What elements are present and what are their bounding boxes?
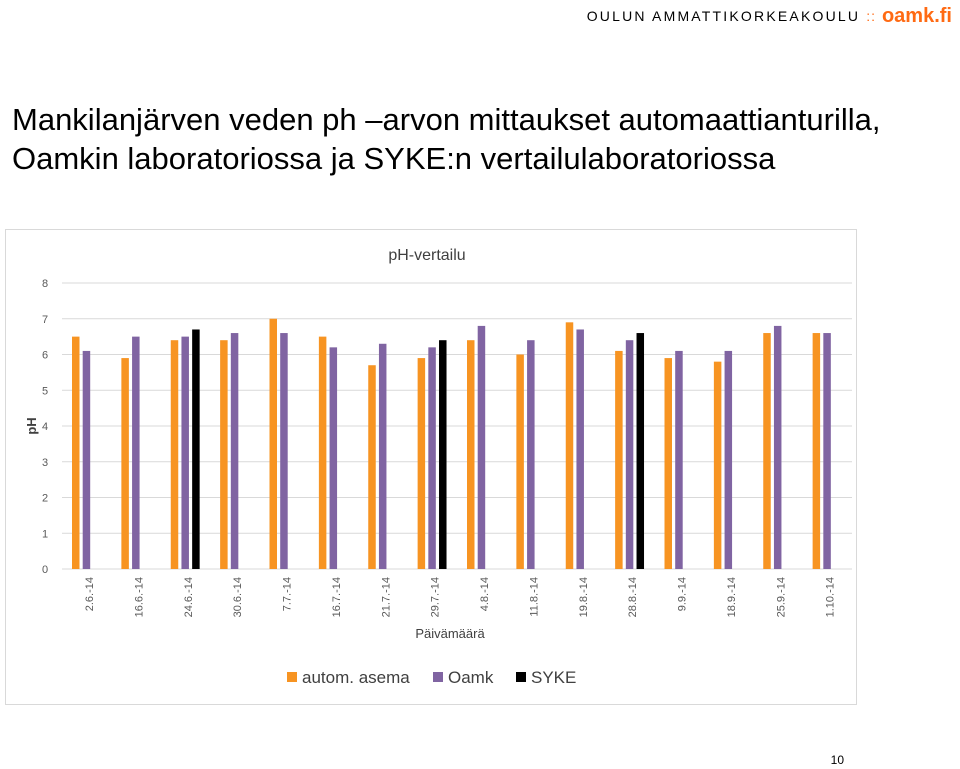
y-tick-label: 1 xyxy=(42,528,48,540)
bar-autom-asema xyxy=(615,350,623,569)
school-name: OULUN AMMATTIKORKEAKOULU xyxy=(586,8,861,24)
y-tick-label: 4 xyxy=(42,421,48,433)
legend-label: Oamk xyxy=(448,668,494,687)
bar-oamk xyxy=(773,325,782,569)
bar-autom-asema xyxy=(72,336,80,569)
x-tick-label: 2.6.-14 xyxy=(84,577,96,611)
bar-oamk xyxy=(329,347,338,569)
x-tick-label: 11.8.-14 xyxy=(528,577,540,617)
bar-autom-asema xyxy=(170,340,179,569)
bar-autom-asema xyxy=(269,318,277,569)
slide-title: Mankilanjärven veden ph –arvon mittaukse… xyxy=(12,100,932,178)
bar-autom-asema xyxy=(368,365,376,569)
x-axis-ticks: 2.6.-14 16.6.-14 24.6.-14 30.6.-14 7.7.-14 16… xyxy=(84,577,837,617)
slide-title-line-2: Oamkin laboratoriossa ja SYKE:n vertailu… xyxy=(12,141,776,176)
bar-oamk xyxy=(280,333,288,569)
bar-oamk xyxy=(428,347,436,569)
legend-label: SYKE xyxy=(531,668,576,687)
bar-autom-asema xyxy=(664,358,672,569)
y-tick-label: 8 xyxy=(42,278,48,290)
bar-autom-asema xyxy=(318,336,327,569)
bars xyxy=(72,318,831,569)
chart-frame: pH-vertailu pH Päivämäärä 0 1 2 3 4 5 6 7 8 2.6.… xyxy=(5,229,857,705)
x-tick-label: 16.6.-14 xyxy=(133,577,145,617)
bar-oamk xyxy=(181,336,189,569)
y-tick-label: 6 xyxy=(42,350,48,362)
legend-swatch xyxy=(287,672,297,682)
x-tick-label: 9.9.-14 xyxy=(677,577,689,611)
x-tick-label: 7.7.-14 xyxy=(282,577,294,611)
bar-oamk xyxy=(82,350,91,569)
ph-comparison-chart: pH-vertailu pH Päivämäärä 0 1 2 3 4 5 6 7 8 2.6.… xyxy=(24,247,852,687)
bar-oamk xyxy=(477,325,486,569)
x-tick-label: 29.7.-14 xyxy=(430,577,442,617)
y-tick-label: 7 xyxy=(42,314,48,326)
bar-autom-asema xyxy=(713,361,722,569)
gridlines xyxy=(62,282,852,570)
x-tick-label: 19.8.-14 xyxy=(578,577,590,617)
chart-title: pH-vertailu xyxy=(388,247,465,264)
bar-syke xyxy=(636,333,645,569)
bar-oamk xyxy=(576,329,584,569)
bar-oamk xyxy=(823,333,831,569)
bar-oamk xyxy=(378,343,387,569)
header-brand: OULUN AMMATTIKORKEAKOULU :: oamk.fi xyxy=(587,4,952,28)
y-tick-label: 3 xyxy=(42,457,48,469)
bar-syke xyxy=(192,329,200,569)
slide-title-line-1: Mankilanjärven veden ph –arvon mittaukse… xyxy=(12,102,881,137)
x-tick-label: 4.8.-14 xyxy=(479,577,491,611)
x-axis-title: Päivämäärä xyxy=(415,626,485,641)
bar-autom-asema xyxy=(220,340,228,569)
bar-autom-asema xyxy=(763,333,771,569)
x-tick-label: 25.9.-14 xyxy=(775,577,787,617)
bar-oamk xyxy=(675,350,683,569)
oamk-logo: oamk.fi xyxy=(881,4,952,27)
x-tick-label: 24.6.-14 xyxy=(183,577,195,617)
bar-oamk xyxy=(724,350,733,569)
x-tick-label: 18.9.-14 xyxy=(726,577,738,617)
y-tick-label: 0 xyxy=(42,564,48,576)
bar-autom-asema xyxy=(516,354,524,569)
bar-autom-asema xyxy=(565,322,574,569)
x-tick-label: 30.6.-14 xyxy=(232,577,244,617)
x-tick-label: 1.10.-14 xyxy=(825,577,837,617)
bar-syke xyxy=(439,340,447,569)
bar-oamk xyxy=(527,340,535,569)
legend-label: autom. asema xyxy=(302,668,410,687)
x-tick-label: 28.8.-14 xyxy=(627,577,639,617)
y-tick-label: 5 xyxy=(42,385,48,397)
y-axis-title: pH xyxy=(24,417,39,434)
x-tick-label: 16.7.-14 xyxy=(331,577,343,617)
bar-autom-asema xyxy=(467,340,475,569)
page-number: 10 xyxy=(830,753,844,767)
bar-oamk xyxy=(230,333,239,569)
x-tick-label: 21.7.-14 xyxy=(380,577,392,617)
legend-swatch xyxy=(433,672,443,682)
y-tick-label: 2 xyxy=(42,493,48,505)
legend-swatch xyxy=(516,672,526,682)
y-axis-ticks: 0 1 2 3 4 5 6 7 8 xyxy=(42,278,48,576)
bar-oamk xyxy=(132,336,140,569)
legend: autom. asema Oamk SYKE xyxy=(287,668,576,687)
bar-oamk xyxy=(625,340,634,569)
brand-separator: :: xyxy=(866,8,876,24)
bar-autom-asema xyxy=(812,333,821,569)
bar-autom-asema xyxy=(417,358,426,569)
bar-autom-asema xyxy=(121,358,129,569)
